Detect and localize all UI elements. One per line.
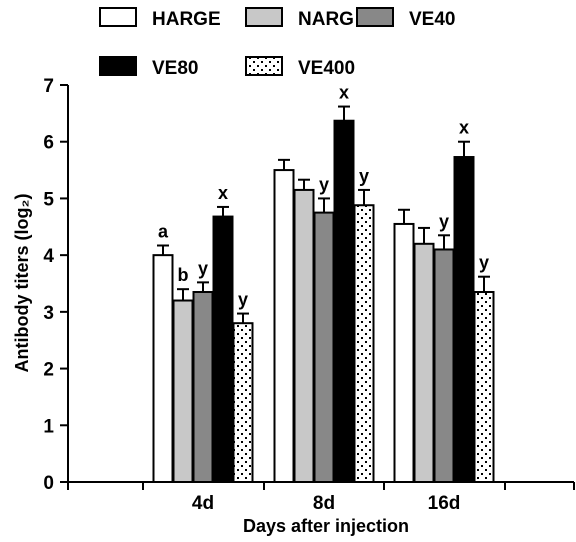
bar-ve400-8d [353,204,375,483]
y-tick-label: 0 [43,473,54,494]
significance-label: y [359,166,369,186]
legend-label-ve80: VE80 [152,58,198,79]
bar-ve400-16d [473,291,495,483]
bar-ve80-16d [453,156,475,484]
legend-swatch-narg [245,7,283,27]
legend-swatch-ve400 [245,56,283,76]
y-tick-label: 7 [43,76,54,97]
bar-ve80-8d [333,119,355,483]
significance-label: y [319,174,329,194]
y-ticks: 0 1 2 3 4 5 6 7 [43,76,68,494]
y-tick-label: 5 [43,189,54,210]
bar-ve400-4d [232,322,254,484]
x-ticks: 4d 8d 16d [67,482,575,514]
y-axis-label: Antibody titers (log₂) [12,194,32,373]
bar-harge-16d [393,222,415,483]
significance-label: y [439,211,449,231]
legend: HARGE NARG VE40 VE80 VE400 [99,7,455,79]
significance-label: x [459,118,469,138]
legend-swatch-harge [99,7,137,27]
significance-label: x [339,83,349,103]
bar-ve40-8d [313,211,335,483]
y-tick-label: 1 [43,416,54,437]
legend-label-ve400: VE400 [298,58,355,79]
y-tick-label: 3 [43,303,54,324]
significance-label: a [158,222,169,242]
legend-label-ve40: VE40 [409,9,455,30]
bar-harge-4d [152,254,174,483]
x-tick-label: 4d [192,493,214,514]
legend-swatch-ve80 [99,56,137,76]
x-axis-label: Days after injection [243,516,409,536]
y-tick-label: 6 [43,133,54,154]
y-tick-label: 4 [43,246,54,267]
legend-label-narg: NARG [298,9,354,30]
significance-label: y [479,253,489,273]
bar-harge-8d [273,169,295,483]
bar-narg-16d [413,242,435,483]
y-tick-label: 2 [43,360,54,381]
significance-label: b [178,265,189,285]
bar-narg-4d [172,299,194,483]
legend-swatch-ve40 [356,7,394,27]
significance-label: y [198,258,208,278]
x-tick-label: 8d [313,493,335,514]
significance-label: y [238,290,248,310]
significance-label: x [218,183,228,203]
legend-label-harge: HARGE [152,9,221,30]
bar-ve40-16d [433,248,455,483]
bar-ve40-4d [192,291,214,483]
x-tick-label: 16d [428,493,461,514]
bar-ve80-4d [212,215,234,483]
bar-narg-8d [293,188,315,484]
